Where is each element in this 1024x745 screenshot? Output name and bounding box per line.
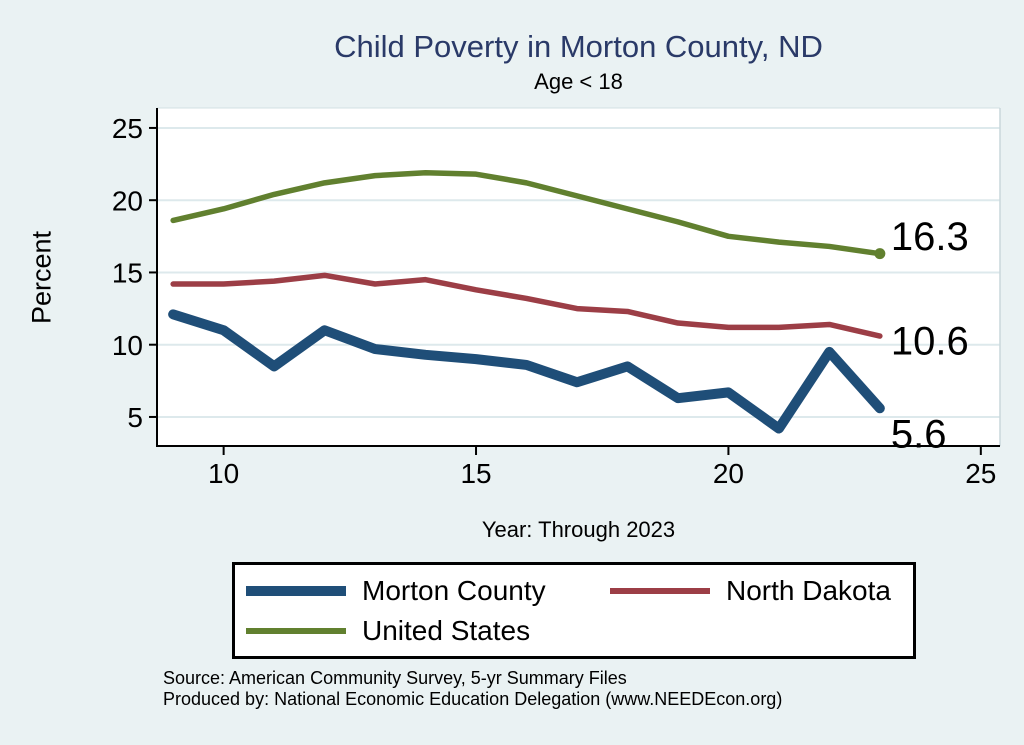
x-axis-title: Year: Through 2023	[481, 517, 676, 542]
source-line: Source: American Community Survey, 5-yr …	[163, 668, 627, 688]
series-line-united-states	[170, 169, 883, 257]
legend-swatch-morton-county	[246, 586, 346, 596]
legend-swatch-north-dakota	[610, 588, 710, 594]
x-tick-label-2015: 15	[460, 458, 491, 489]
y-axis-title: Percent	[26, 230, 57, 325]
series-end-marker-united-states	[874, 248, 886, 260]
end-label-united-states: 16.3	[891, 215, 969, 259]
plot-area: 5 10 15 20 25 10 15 20 25 5.6 10.6 16.3	[112, 107, 1001, 489]
legend-swatch-united-states	[246, 628, 346, 634]
y-tick-label-15: 15	[112, 258, 143, 289]
legend-item-morton-county: Morton County	[246, 571, 610, 611]
legend-label-north-dakota: North Dakota	[726, 575, 891, 606]
end-label-morton-county: 5.6	[891, 413, 947, 457]
x-tick-label-2025: 25	[965, 458, 996, 489]
y-tick-label-5: 5	[127, 402, 143, 433]
produced-by-line: Produced by: National Economic Education…	[163, 689, 783, 709]
x-tick-label-2020: 20	[713, 458, 744, 489]
legend-label-morton-county: Morton County	[362, 575, 546, 606]
y-tick-label-10: 10	[112, 330, 143, 361]
chart-subtitle: Age < 18	[534, 69, 623, 94]
source-notes: Source: American Community Survey, 5-yr …	[163, 668, 782, 710]
end-label-north-dakota: 10.6	[891, 319, 969, 363]
y-tick-label-20: 20	[112, 185, 143, 216]
legend: Morton County North Dakota United States	[232, 562, 916, 659]
series-line-morton-county	[168, 309, 885, 434]
chart-title: Child Poverty in Morton County, ND	[334, 29, 823, 64]
series-line-north-dakota	[170, 272, 883, 339]
legend-item-north-dakota: North Dakota	[610, 571, 913, 611]
legend-label-united-states: United States	[362, 615, 531, 646]
legend-item-united-states: United States	[246, 611, 610, 651]
y-tick-label-25: 25	[112, 113, 143, 144]
x-tick-label-2010: 10	[208, 458, 239, 489]
